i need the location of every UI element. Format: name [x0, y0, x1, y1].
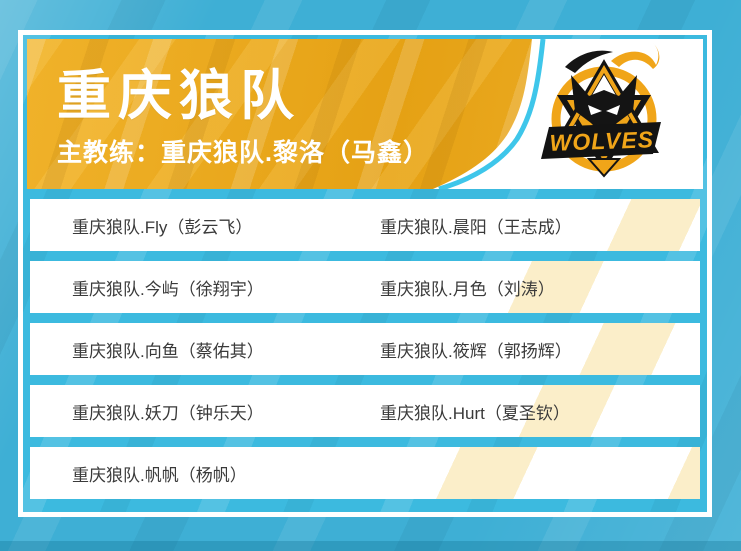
player-name: 重庆狼队.晨阳（王志成） — [380, 217, 572, 237]
player-list: 重庆狼队.Fly（彭云飞） 重庆狼队.晨阳（王志成） 重庆狼队.今屿（徐翔宇） … — [30, 199, 700, 499]
player-name: 重庆狼队.Fly（彭云飞） — [72, 217, 253, 237]
team-roster-card: WOLVES 重庆狼队 主教练：重庆狼队.黎洛（马鑫） 重庆狼队.Fly（彭云飞… — [18, 30, 712, 517]
player-row: 重庆狼队.Fly（彭云飞） 重庆狼队.晨阳（王志成） — [30, 199, 700, 251]
player-name: 重庆狼队.Hurt（夏圣钦） — [380, 403, 570, 423]
player-row: 重庆狼队.今屿（徐翔宇） 重庆狼队.月色（刘涛） — [30, 261, 700, 313]
background-bottom-band — [0, 541, 741, 551]
head-coach-line: 主教练：重庆狼队.黎洛（马鑫） — [57, 139, 429, 167]
team-header: WOLVES 重庆狼队 主教练：重庆狼队.黎洛（马鑫） — [27, 39, 703, 189]
team-name-title: 重庆狼队 — [57, 66, 301, 126]
player-name: 重庆狼队.向鱼（蔡佑其） — [72, 341, 264, 361]
swoosh-cyan-stripe — [438, 39, 546, 189]
player-name: 重庆狼队.今屿（徐翔宇） — [72, 279, 264, 299]
player-row: 重庆狼队.妖刀（钟乐天） 重庆狼队.Hurt（夏圣钦） — [30, 385, 700, 437]
player-name: 重庆狼队.帆帆（杨帆） — [72, 465, 247, 485]
swoosh-white-area — [433, 39, 703, 189]
player-row: 重庆狼队.向鱼（蔡佑其） 重庆狼队.筱辉（郭扬辉） — [30, 323, 700, 375]
wolves-logo-icon: WOLVES — [541, 43, 661, 178]
wolves-logo-text: WOLVES — [549, 126, 654, 156]
header-swoosh-and-logo: WOLVES — [433, 39, 703, 189]
player-name: 重庆狼队.月色（刘涛） — [380, 279, 555, 299]
player-row: 重庆狼队.帆帆（杨帆） — [30, 447, 700, 499]
player-name: 重庆狼队.筱辉（郭扬辉） — [380, 341, 572, 361]
player-name: 重庆狼队.妖刀（钟乐天） — [72, 403, 264, 423]
